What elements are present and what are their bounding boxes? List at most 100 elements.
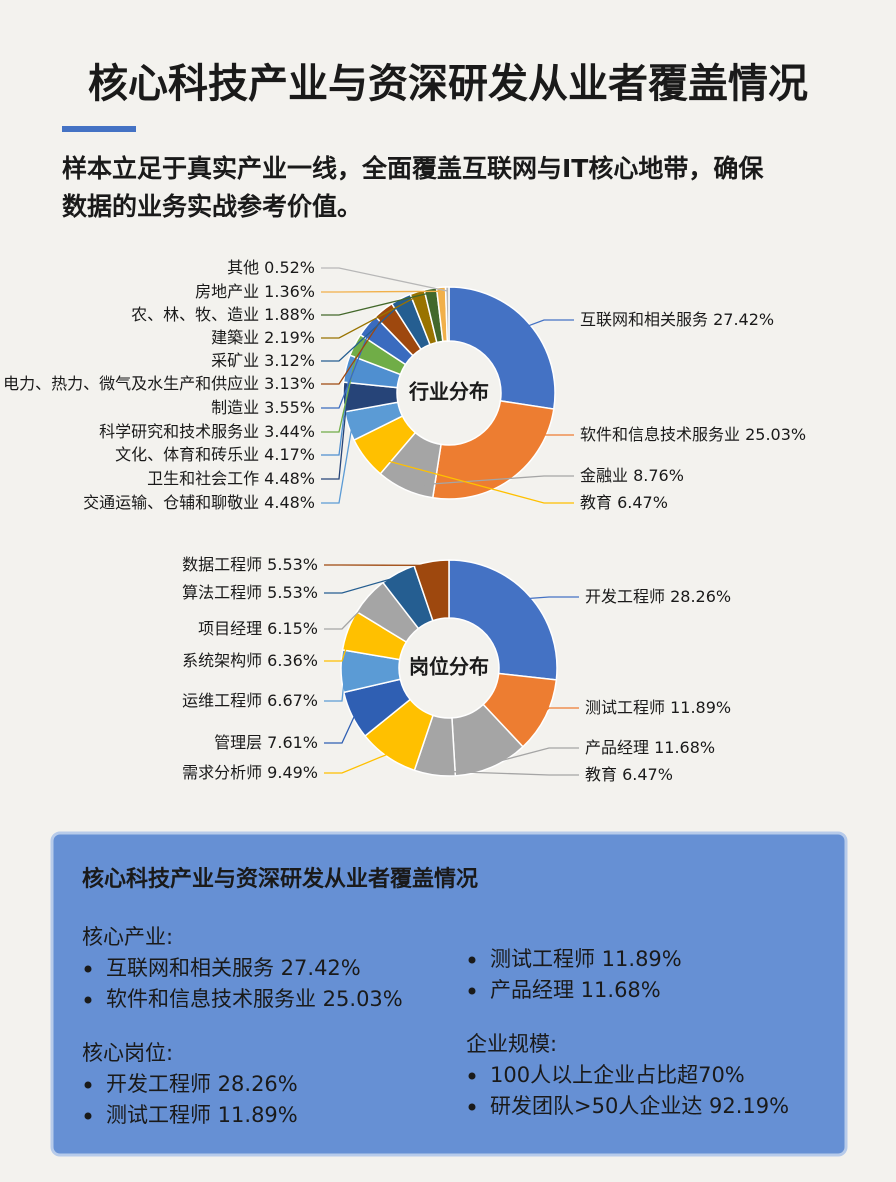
slice-label: 管理层 7.61% xyxy=(214,733,318,752)
summary-heading: 核心产业: xyxy=(82,925,173,949)
slice-name: 电力、热力、微气及水生产和供应业 xyxy=(3,374,259,393)
slice-value: 6.67% xyxy=(267,691,318,710)
slice-name: 金融业 xyxy=(580,466,628,485)
slice-value: 11.68% xyxy=(654,738,715,757)
bullet xyxy=(468,956,476,964)
slice-value: 4.48% xyxy=(264,469,315,488)
slice-name: 教育 xyxy=(585,765,617,784)
slice xyxy=(444,286,450,342)
summary-item: 产品经理 11.68% xyxy=(490,978,661,1002)
slice-name: 建築业 xyxy=(211,328,259,347)
slice-label: 测试工程师 11.89% xyxy=(585,698,731,717)
leader-line xyxy=(324,713,357,744)
summary-item: 开发工程师 28.26% xyxy=(106,1072,298,1096)
leader-line xyxy=(321,291,432,316)
slice-label: 制造业 3.55% xyxy=(211,398,315,417)
slice-label: 其他 0.52% xyxy=(227,258,315,277)
slice-name: 软件和信息技术服务业 xyxy=(580,425,740,444)
leader-line xyxy=(321,267,448,292)
subtitle: 样本立足于真实产业一线，全面覆盖互联网与IT核心地带，确保 xyxy=(62,154,764,183)
bullet xyxy=(468,987,476,995)
slice-name: 开发工程师 xyxy=(585,587,665,606)
leader-line xyxy=(526,319,574,328)
title: 核心科技产业与资深研发从业者覆盖情况 xyxy=(88,61,808,107)
slice-label: 建築业 2.19% xyxy=(211,328,315,347)
slice-value: 6.47% xyxy=(617,493,668,512)
slice-name: 交通运输、仓辅和聊敬业 xyxy=(83,493,259,512)
bullet xyxy=(84,996,92,1004)
slice-name: 农、林、牧、造业 xyxy=(131,305,259,324)
slice-value: 11.89% xyxy=(670,698,731,717)
slice-name: 数据工程师 xyxy=(182,555,262,574)
leader-line xyxy=(541,707,579,715)
leader-line xyxy=(406,475,574,487)
slice-name: 运维工程师 xyxy=(182,691,262,710)
leader-line xyxy=(321,312,387,385)
leader-line xyxy=(324,598,372,630)
slice-label: 电力、热力、微气及水生产和供应业 3.13% xyxy=(3,374,315,393)
slice xyxy=(448,559,558,681)
slice-name: 测试工程师 xyxy=(585,698,665,717)
slice-name: 采矿业 xyxy=(211,351,259,370)
summary-heading: 企业规模: xyxy=(466,1032,557,1056)
slice-label: 教育 6.47% xyxy=(585,765,673,784)
summary-item: 测试工程师 11.89% xyxy=(106,1103,298,1127)
slice-value: 6.47% xyxy=(622,765,673,784)
slice-value: 1.88% xyxy=(264,305,315,324)
slice-label: 文化、体育和砖乐业 4.17% xyxy=(115,445,315,464)
slice-value: 25.03% xyxy=(745,425,806,444)
slice-name: 科学研究和技术服务业 xyxy=(99,422,259,441)
slice-value: 4.17% xyxy=(264,445,315,464)
slice-value: 1.36% xyxy=(264,282,315,301)
slice-label: 软件和信息技术服务业 25.03% xyxy=(580,425,806,444)
slice-value: 6.36% xyxy=(267,651,318,670)
slice-value: 8.76% xyxy=(633,466,684,485)
leader-line xyxy=(324,752,390,774)
title-underline xyxy=(62,126,136,132)
slice-name: 卫生和社会工作 xyxy=(147,469,259,488)
slice-label: 房地产业 1.36% xyxy=(195,282,315,301)
leader-line xyxy=(526,596,579,600)
slice-label: 卫生和社会工作 4.48% xyxy=(147,469,315,488)
bullet xyxy=(468,1072,476,1080)
leader-line xyxy=(321,396,348,480)
bullet xyxy=(468,1103,476,1111)
slice-name: 互联网和相关服务 xyxy=(580,310,708,329)
summary-title: 核心科技产业与资深研发从业者覆盖情况 xyxy=(82,866,478,892)
leader-line xyxy=(324,670,346,702)
summary-item: 软件和信息技术服务业 25.03% xyxy=(106,987,403,1011)
leader-line xyxy=(321,301,404,362)
slice-value: 3.13% xyxy=(264,374,315,393)
slice-label: 系统架构师 6.36% xyxy=(182,651,318,670)
slice xyxy=(413,559,450,622)
leader-line xyxy=(321,327,372,409)
slice-value: 3.12% xyxy=(264,351,315,370)
leader-line xyxy=(368,455,574,504)
slice-label: 农、林、牧、造业 1.88% xyxy=(131,305,315,324)
summary-heading: 核心岗位: xyxy=(82,1041,173,1065)
slice-name: 产品经理 xyxy=(585,738,649,757)
bullet xyxy=(84,1112,92,1120)
leader-line xyxy=(435,770,579,776)
slice xyxy=(448,286,556,410)
slice-label: 项目经理 6.15% xyxy=(198,619,318,638)
slice-value: 2.19% xyxy=(264,328,315,347)
slice-name: 制造业 xyxy=(211,398,259,417)
slice-label: 开发工程师 28.26% xyxy=(585,587,731,606)
slice-name: 算法工程师 xyxy=(182,583,262,602)
slice-name: 管理层 xyxy=(214,733,262,752)
slice-label: 科学研究和技术服务业 3.44% xyxy=(99,422,315,441)
subtitle: 数据的业务实战参考价值。 xyxy=(62,192,362,221)
center-label: 行业分布 xyxy=(408,380,489,404)
bullet xyxy=(84,965,92,973)
leader-line xyxy=(324,631,353,662)
leader-line xyxy=(321,424,353,504)
slice-name: 项目经理 xyxy=(198,619,262,638)
slice-value: 7.61% xyxy=(267,733,318,752)
slice-name: 文化、体育和砖乐业 xyxy=(115,445,259,464)
slice-name: 教育 xyxy=(580,493,612,512)
slice-name: 其他 xyxy=(227,258,259,277)
bullet xyxy=(84,1081,92,1089)
